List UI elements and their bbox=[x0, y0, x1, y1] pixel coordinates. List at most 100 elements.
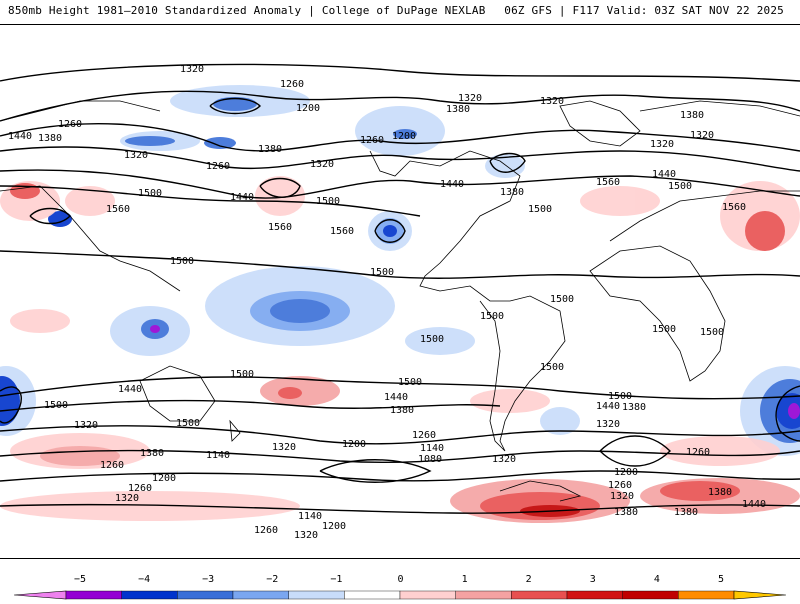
contour-label: 1560 bbox=[596, 177, 620, 188]
contour-label: 1380 bbox=[446, 104, 470, 115]
contour-label: 1560 bbox=[330, 226, 354, 237]
contour-label: 1320 bbox=[310, 159, 334, 170]
contour-label: 1500 bbox=[700, 327, 724, 338]
colorbar-tick-label: 3 bbox=[589, 574, 596, 585]
colorbar-tick-label: −5 bbox=[73, 574, 87, 585]
contour-label: 1320 bbox=[540, 96, 564, 107]
contour-label: 1260 bbox=[100, 460, 124, 471]
colorbar-tick-label: −1 bbox=[330, 574, 343, 585]
contour-label: 1260 bbox=[280, 79, 304, 90]
contour-label: 1380 bbox=[38, 133, 62, 144]
contour-label: 1380 bbox=[614, 507, 638, 518]
contour-label: 1140 bbox=[298, 511, 322, 522]
colorbar-tick-label: 4 bbox=[653, 574, 660, 585]
contour-label: 1560 bbox=[722, 202, 746, 213]
contour-label: 1320 bbox=[272, 442, 296, 453]
contour-label: 1500 bbox=[480, 311, 504, 322]
map-title: 850mb Height 1981–2010 Standardized Anom… bbox=[8, 4, 486, 17]
contour-label: 1560 bbox=[268, 222, 292, 233]
colorbar-segment bbox=[288, 590, 345, 600]
contour-label: 1380 bbox=[674, 507, 698, 518]
contour-label: 1260 bbox=[360, 135, 384, 146]
contour-label: 1320 bbox=[492, 454, 516, 465]
contour-label: 1440 bbox=[652, 169, 676, 180]
colorbar-right-arrow-icon bbox=[733, 590, 787, 600]
contour-label: 1500 bbox=[398, 377, 422, 388]
contour-label: 1380 bbox=[622, 402, 646, 413]
contour-label: 1320 bbox=[690, 130, 714, 141]
contour-label: 1200 bbox=[296, 103, 320, 114]
contour-label: 1200 bbox=[152, 473, 176, 484]
height-contours bbox=[0, 63, 800, 514]
colorbar-tick-label: 0 bbox=[397, 574, 404, 585]
contour-label: 1500 bbox=[138, 188, 162, 199]
contour-label: 1320 bbox=[596, 419, 620, 430]
colorbar-segment bbox=[511, 590, 568, 600]
contour-label: 1380 bbox=[258, 144, 282, 155]
contour-label: 1260 bbox=[206, 161, 230, 172]
contour-label: 1500 bbox=[550, 294, 574, 305]
contour-label: 1440 bbox=[742, 499, 766, 510]
contour-label: 1200 bbox=[322, 521, 346, 532]
colorbar-left-arrow-icon bbox=[13, 590, 67, 600]
contour-label: 1260 bbox=[686, 447, 710, 458]
map-svg: 1320 1260 1200 1260 1380 1440 1320 1260 … bbox=[0, 63, 800, 541]
contour-label: 1500 bbox=[528, 204, 552, 215]
contour-label: 1260 bbox=[58, 119, 82, 130]
contour-label: 1440 bbox=[596, 401, 620, 412]
colorbar-segment bbox=[455, 590, 512, 600]
colorbar-tick-label: −3 bbox=[202, 574, 215, 585]
negative-anomaly-shading bbox=[0, 85, 800, 456]
contour-label: 1320 bbox=[74, 420, 98, 431]
contour-label: 1500 bbox=[608, 391, 632, 402]
contour-label: 1200 bbox=[614, 467, 638, 478]
colorbar-segment bbox=[344, 590, 401, 600]
contour-label: 1380 bbox=[708, 487, 732, 498]
colorbar-segment bbox=[65, 590, 122, 600]
contour-label: 1500 bbox=[652, 324, 676, 335]
contour-label: 1500 bbox=[316, 196, 340, 207]
contour-label: 1140 bbox=[206, 450, 230, 461]
contour-label: 1500 bbox=[370, 267, 394, 278]
contour-label: 1380 bbox=[140, 448, 164, 459]
contour-labels: 1320 1260 1200 1260 1380 1440 1320 1260 … bbox=[8, 64, 766, 541]
contour-label: 1260 bbox=[412, 430, 436, 441]
contour-label: 1440 bbox=[118, 384, 142, 395]
colorbar-tick-label: 2 bbox=[525, 574, 532, 585]
contour-label: 1380 bbox=[390, 405, 414, 416]
contour-label: 1260 bbox=[128, 483, 152, 494]
contour-label: 1440 bbox=[230, 192, 254, 203]
contour-label: 1320 bbox=[294, 530, 318, 541]
colorbar bbox=[0, 566, 800, 600]
contour-label: 1380 bbox=[680, 110, 704, 121]
contour-label: 1500 bbox=[230, 369, 254, 380]
contour-label: 1440 bbox=[8, 131, 32, 142]
colorbar-segments bbox=[65, 590, 735, 600]
contour-label: 1260 bbox=[608, 480, 632, 491]
contour-label: 1380 bbox=[500, 187, 524, 198]
contour-label: 1200 bbox=[342, 439, 366, 450]
contour-label: 1080 bbox=[418, 454, 442, 465]
contour-label: 1500 bbox=[420, 334, 444, 345]
contour-label: 1560 bbox=[106, 204, 130, 215]
colorbar-segment bbox=[177, 590, 234, 600]
contour-label: 1440 bbox=[384, 392, 408, 403]
colorbar-segment bbox=[678, 590, 735, 600]
colorbar-tick-label: 5 bbox=[717, 574, 725, 585]
contour-label: 1200 bbox=[392, 131, 416, 142]
colorbar-tick-label: 1 bbox=[461, 574, 468, 585]
contour-label: 1320 bbox=[458, 93, 482, 104]
contour-label: 1500 bbox=[44, 400, 68, 411]
contour-label: 1320 bbox=[124, 150, 148, 161]
colorbar-segment bbox=[399, 590, 456, 600]
colorbar-tick-label: −4 bbox=[138, 574, 151, 585]
colorbar-segment bbox=[232, 590, 289, 600]
colorbar-segment bbox=[566, 590, 623, 600]
contour-label: 1500 bbox=[170, 256, 194, 267]
contour-label: 1320 bbox=[650, 139, 674, 150]
contour-label: 1320 bbox=[180, 64, 204, 75]
colorbar-tick-label: −2 bbox=[266, 574, 279, 585]
contour-label: 1440 bbox=[440, 179, 464, 190]
contour-label: 1140 bbox=[420, 443, 444, 454]
anomaly-map: 1320 1260 1200 1260 1380 1440 1320 1260 … bbox=[0, 24, 800, 559]
